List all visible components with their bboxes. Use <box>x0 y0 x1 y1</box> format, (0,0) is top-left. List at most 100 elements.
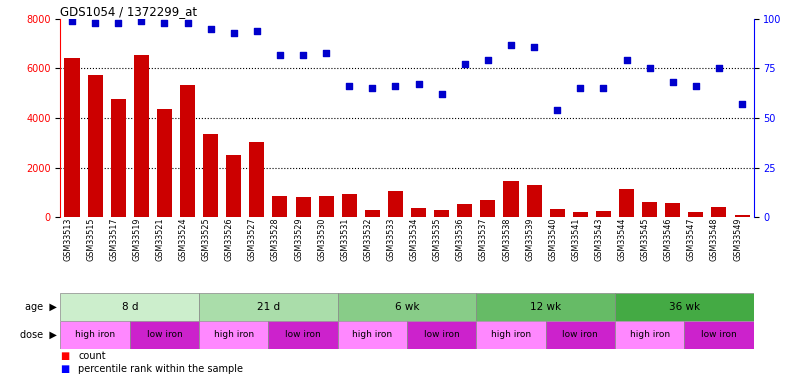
Text: GSM33549: GSM33549 <box>733 217 742 261</box>
Point <box>481 57 494 63</box>
Point <box>297 51 310 57</box>
Bar <box>226 155 241 218</box>
Point <box>389 83 402 89</box>
Bar <box>457 204 472 218</box>
Point <box>227 30 240 36</box>
Text: GSM33538: GSM33538 <box>502 217 511 261</box>
Text: 8 d: 8 d <box>122 302 138 312</box>
Bar <box>712 207 726 218</box>
Text: high iron: high iron <box>214 330 254 339</box>
Point <box>251 28 264 34</box>
Text: low iron: low iron <box>701 330 737 339</box>
Bar <box>550 209 565 218</box>
Text: 12 wk: 12 wk <box>530 302 561 312</box>
Text: GSM33547: GSM33547 <box>687 217 696 261</box>
Bar <box>342 194 357 217</box>
Point <box>112 20 125 26</box>
Text: low iron: low iron <box>147 330 182 339</box>
Bar <box>199 292 338 321</box>
Bar <box>684 321 754 349</box>
Bar <box>338 321 407 349</box>
Point <box>412 81 425 87</box>
Bar <box>434 210 449 218</box>
Bar <box>526 185 542 218</box>
Text: GSM33541: GSM33541 <box>571 217 580 261</box>
Point <box>736 101 749 107</box>
Text: GSM33544: GSM33544 <box>617 217 626 261</box>
Text: GSM33533: GSM33533 <box>387 217 396 261</box>
Bar <box>134 55 149 217</box>
Point <box>181 20 194 26</box>
Text: count: count <box>78 351 106 361</box>
Bar <box>157 110 172 218</box>
Point <box>689 83 702 89</box>
Bar <box>615 292 754 321</box>
Bar <box>619 189 634 217</box>
Point <box>597 86 610 92</box>
Text: GSM33548: GSM33548 <box>710 217 719 261</box>
Text: 6 wk: 6 wk <box>395 302 419 312</box>
Text: high iron: high iron <box>352 330 393 339</box>
Text: dose  ▶: dose ▶ <box>19 330 56 340</box>
Text: percentile rank within the sample: percentile rank within the sample <box>78 364 243 374</box>
Bar <box>688 212 704 217</box>
Bar <box>130 321 199 349</box>
Text: age  ▶: age ▶ <box>24 302 56 312</box>
Text: GSM33529: GSM33529 <box>294 217 303 261</box>
Text: GDS1054 / 1372299_at: GDS1054 / 1372299_at <box>60 4 197 18</box>
Point <box>343 83 355 89</box>
Text: high iron: high iron <box>75 330 115 339</box>
Text: 21 d: 21 d <box>257 302 280 312</box>
Text: GSM33526: GSM33526 <box>225 217 234 261</box>
Point <box>320 50 333 55</box>
Bar <box>573 212 588 217</box>
Bar <box>88 75 102 217</box>
Text: high iron: high iron <box>629 330 670 339</box>
Text: GSM33534: GSM33534 <box>409 217 418 261</box>
Text: GSM33517: GSM33517 <box>110 217 118 261</box>
Bar <box>734 214 750 217</box>
Text: GSM33540: GSM33540 <box>548 217 557 261</box>
Point <box>505 42 517 48</box>
Point <box>550 107 563 113</box>
Text: GSM33532: GSM33532 <box>364 217 372 261</box>
Text: GSM33545: GSM33545 <box>641 217 650 261</box>
Text: GSM33525: GSM33525 <box>202 217 210 261</box>
Bar <box>388 191 403 217</box>
Bar <box>476 321 546 349</box>
Bar <box>411 208 426 218</box>
Bar <box>476 292 615 321</box>
Point <box>459 62 472 68</box>
Text: GSM33515: GSM33515 <box>86 217 95 261</box>
Text: GSM33527: GSM33527 <box>248 217 257 261</box>
Text: GSM33519: GSM33519 <box>132 217 141 261</box>
Text: GSM33530: GSM33530 <box>318 217 326 261</box>
Bar <box>596 210 611 218</box>
Text: low iron: low iron <box>424 330 459 339</box>
Point <box>574 86 587 92</box>
Text: ■: ■ <box>60 351 69 361</box>
Point <box>667 80 679 86</box>
Text: ■: ■ <box>60 364 69 374</box>
Point <box>65 18 78 24</box>
Bar <box>272 196 288 217</box>
Text: GSM33513: GSM33513 <box>63 217 72 261</box>
Bar <box>642 202 657 217</box>
Point <box>620 57 633 63</box>
Bar <box>338 292 476 321</box>
Text: GSM33528: GSM33528 <box>271 217 280 261</box>
Bar <box>203 134 218 218</box>
Point <box>204 26 217 32</box>
Text: low iron: low iron <box>563 330 598 339</box>
Bar <box>318 196 334 217</box>
Text: high iron: high iron <box>491 330 531 339</box>
Point <box>135 18 147 24</box>
Bar <box>268 321 338 349</box>
Bar <box>199 321 268 349</box>
Bar <box>480 200 496 217</box>
Bar <box>546 321 615 349</box>
Text: GSM33546: GSM33546 <box>664 217 673 261</box>
Point <box>643 65 656 71</box>
Text: GSM33543: GSM33543 <box>595 217 604 261</box>
Bar <box>60 321 130 349</box>
